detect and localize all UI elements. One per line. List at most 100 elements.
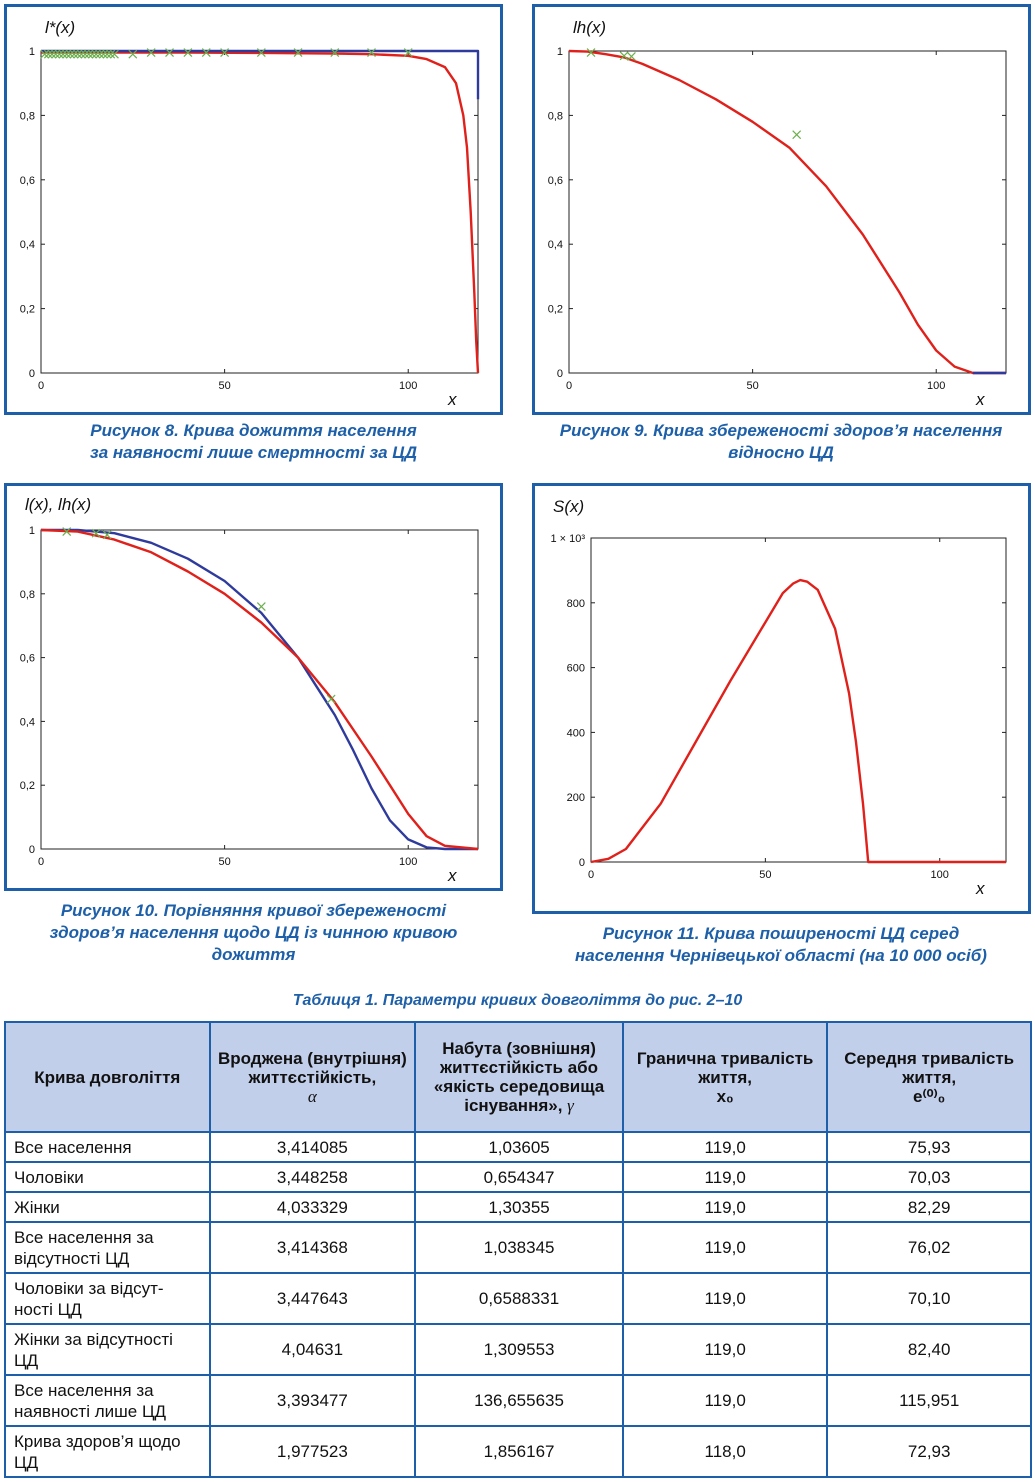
x-tick-label: 0	[38, 380, 44, 392]
table-cell-value: 1,977523	[208, 1425, 417, 1478]
data-marker	[220, 48, 230, 58]
caption-line: населення Чернівецької області (на 10 00…	[575, 946, 987, 965]
table-cell-value: 119,0	[621, 1191, 829, 1223]
table-cell-value: 0,654347	[414, 1161, 624, 1193]
table-cell-value: 3,414085	[208, 1131, 417, 1163]
table-cell-value: 70,10	[826, 1272, 1032, 1325]
table-cell-value: 115,951	[826, 1374, 1032, 1427]
data-marker	[95, 49, 105, 59]
parameters-table: Крива довголіття Вроджена (внутрішня) жи…	[4, 1021, 1032, 1478]
y-tick-label: 0,6	[20, 653, 35, 665]
data-marker	[201, 48, 211, 58]
caption-line: Рисунок 9. Крива збереженості здоров’я н…	[559, 421, 1003, 440]
plot-frame	[40, 529, 479, 850]
data-marker	[62, 527, 72, 537]
x-tick-label: 50	[218, 380, 230, 392]
table-cell-value: 118,0	[621, 1425, 829, 1478]
table-row: Чоловіки за відсут-ності ЦД 3,447643 0,658…	[4, 1272, 1032, 1325]
table-cell-value: 136,655635	[414, 1374, 624, 1427]
header-e0: Середня тривалість життя, e⁽⁰⁾₀	[826, 1021, 1032, 1133]
x0-symbol: x₀	[716, 1086, 734, 1106]
y-tick-label: 1	[29, 46, 35, 58]
table-cell-value: 70,03	[826, 1161, 1032, 1193]
alpha-symbol: α	[307, 1086, 317, 1106]
y-tick-label: 1 × 10³	[550, 533, 585, 545]
data-marker	[330, 48, 340, 58]
x-axis-label: x	[975, 390, 985, 409]
figure-11: 1 × 10³ 800 600 400 200 0 0 50 100 S(x) x	[532, 483, 1031, 914]
table-title: Таблиця 1. Параметри кривих довголіття д…	[292, 992, 743, 1009]
header-text: Гранична тривалість життя,	[636, 1048, 814, 1087]
table-cell-value: 1,03605	[414, 1131, 624, 1163]
y-tick-label: 0,8	[548, 110, 563, 122]
x-tick-label: 50	[218, 856, 230, 868]
caption-line: Рисунок 10. Порівняння кривої збереженос…	[60, 901, 447, 920]
y-tick-label: 0,8	[20, 589, 35, 601]
table-row: Чоловіки 3,448258 0,654347 119,0 70,03	[4, 1161, 1032, 1193]
series-line	[40, 528, 479, 851]
data-marker	[367, 48, 376, 58]
table-row: Все населення за наявності лише ЦД 3,3934…	[4, 1374, 1032, 1427]
table-cell-value: 3,448258	[208, 1161, 417, 1193]
figure-8: 1 0,8 0,6 0,4 0,2 0 0 50 100 l*(x) x	[4, 4, 503, 415]
y-tick-label: 200	[567, 792, 585, 804]
data-marker	[73, 49, 83, 59]
x-tick-label: 100	[399, 856, 417, 868]
table-cell-curve: Все населення	[4, 1131, 211, 1163]
data-marker	[47, 49, 57, 59]
table-cell-value: 1,856167	[414, 1425, 624, 1478]
data-marker	[256, 48, 266, 58]
plot-frame	[590, 537, 1007, 863]
table-row: Все населення 3,414085 1,03605 119,0 75,93	[4, 1131, 1032, 1163]
y-tick-label: 0	[29, 368, 35, 380]
data-marker	[43, 49, 53, 59]
caption-line: Рисунок 11. Крива поширеності ЦД серед	[602, 924, 960, 943]
table-cell-curve: Жінки	[4, 1191, 211, 1223]
y-tick-label: 0,4	[548, 239, 563, 251]
y-tick-label: 800	[567, 598, 585, 610]
table-cell-value: 75,93	[826, 1131, 1032, 1163]
data-marker	[256, 602, 266, 611]
table-cell-curve: Все населення за відсутності ЦД	[4, 1221, 211, 1274]
table-cell-value: 4,033329	[208, 1191, 417, 1223]
data-marker	[84, 49, 94, 59]
data-marker	[76, 49, 86, 59]
table-cell-value: 1,30355	[414, 1191, 624, 1223]
table-cell-value: 119,0	[621, 1272, 829, 1325]
x-tick-label: 50	[759, 869, 771, 881]
figure-9-caption: Рисунок 9. Крива збереженості здоров’я н…	[527, 420, 1035, 464]
data-marker	[619, 51, 629, 61]
series-line	[41, 528, 478, 851]
header-x0: Гранична тривалість життя, x₀	[621, 1021, 829, 1133]
x-tick-label: 50	[746, 380, 758, 392]
table-row: Жінки за відсутності ЦД 4,04631 1,309553 11…	[4, 1323, 1032, 1376]
y-tick-label: 0,4	[20, 716, 35, 728]
y-tick-label: 1	[557, 46, 563, 58]
header-text: Вроджена (внутрішня) життєстійкість,	[217, 1048, 407, 1087]
caption-line: дожиття	[211, 945, 296, 964]
x-tick-label: 100	[931, 869, 949, 881]
caption-line: здоров’я населення щодо ЦД із чинною кри…	[49, 923, 458, 942]
data-marker	[183, 48, 193, 58]
caption-line: Рисунок 8. Крива дожиття населення	[90, 421, 417, 440]
table-header-row: Крива довголіття Вроджена (внутрішня) жи…	[4, 1021, 1032, 1133]
table-cell-value: 119,0	[621, 1221, 829, 1274]
figure-8-caption: Рисунок 8. Крива дожиття населення за на…	[4, 420, 503, 464]
x-axis-label: x	[447, 866, 457, 885]
data-marker	[62, 49, 72, 59]
table-cell-value: 3,393477	[208, 1374, 417, 1427]
table-cell-curve: Крива здоров’я щодо ЦД	[4, 1425, 211, 1478]
data-marker	[293, 48, 303, 58]
table-cell-value: 4,04631	[208, 1323, 417, 1376]
y-tick-label: 1	[29, 525, 35, 537]
chart-figure-9: 1 0,8 0,6 0,4 0,2 00 50 100 lh(x) x	[548, 18, 1007, 409]
figure-10: 1 0,8 0,6 0,4 0,2 0 0 50 100 l(x), lh(x) x	[4, 483, 503, 891]
caption-line: відносно ЦД	[728, 443, 834, 462]
table-row: Все населення за відсутності ЦД 3,414368 1…	[4, 1221, 1032, 1274]
table-cell-curve: Все населення за наявності лише ЦД	[4, 1374, 211, 1427]
y-axis-label: lh(x)	[573, 18, 606, 37]
x-tick-label: 100	[927, 380, 945, 392]
data-marker	[40, 49, 50, 59]
y-axis-label: l(x), lh(x)	[25, 495, 91, 514]
plot-frame	[40, 50, 479, 374]
